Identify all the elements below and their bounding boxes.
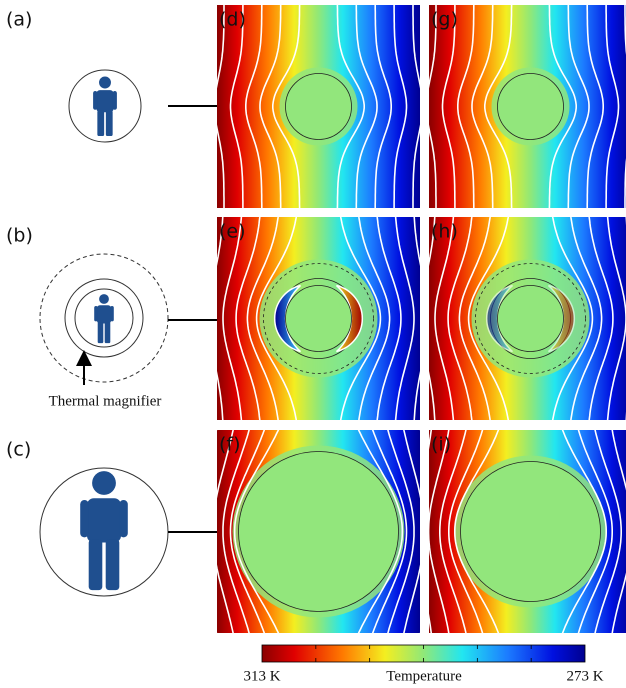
annotation: Thermal magnifier <box>49 393 162 409</box>
colorbar-title: Temperature <box>386 668 462 684</box>
figure: (a) (b) (c) Thermal magnifier 313 K Temp… <box>0 0 626 688</box>
panel-label: (f) <box>219 434 241 456</box>
field-panel <box>416 428 626 635</box>
field-panel <box>201 428 436 635</box>
field-panel <box>209 215 429 422</box>
field-panel <box>421 215 626 422</box>
colorbar-label: 273 K <box>566 668 603 684</box>
colorbar-label: 313 K <box>243 668 280 684</box>
panel-label: (g) <box>431 9 458 31</box>
person-icon <box>94 294 114 343</box>
field-panel <box>426 3 626 210</box>
panel-label: (e) <box>219 221 246 243</box>
object-region <box>239 452 399 612</box>
object-region <box>286 286 352 352</box>
panel-label: (d) <box>219 9 246 31</box>
panel-label: (b) <box>6 225 33 247</box>
field-panel <box>214 3 422 210</box>
object-region <box>498 286 564 352</box>
person-icon <box>80 471 128 590</box>
panel-label: (h) <box>431 221 458 243</box>
object-region <box>461 462 601 602</box>
object-region <box>498 74 564 140</box>
object-region <box>286 74 352 140</box>
panel-label: (i) <box>431 434 451 456</box>
panel-label: (c) <box>6 439 31 461</box>
person-icon <box>93 77 117 137</box>
panel-label: (a) <box>6 9 32 31</box>
